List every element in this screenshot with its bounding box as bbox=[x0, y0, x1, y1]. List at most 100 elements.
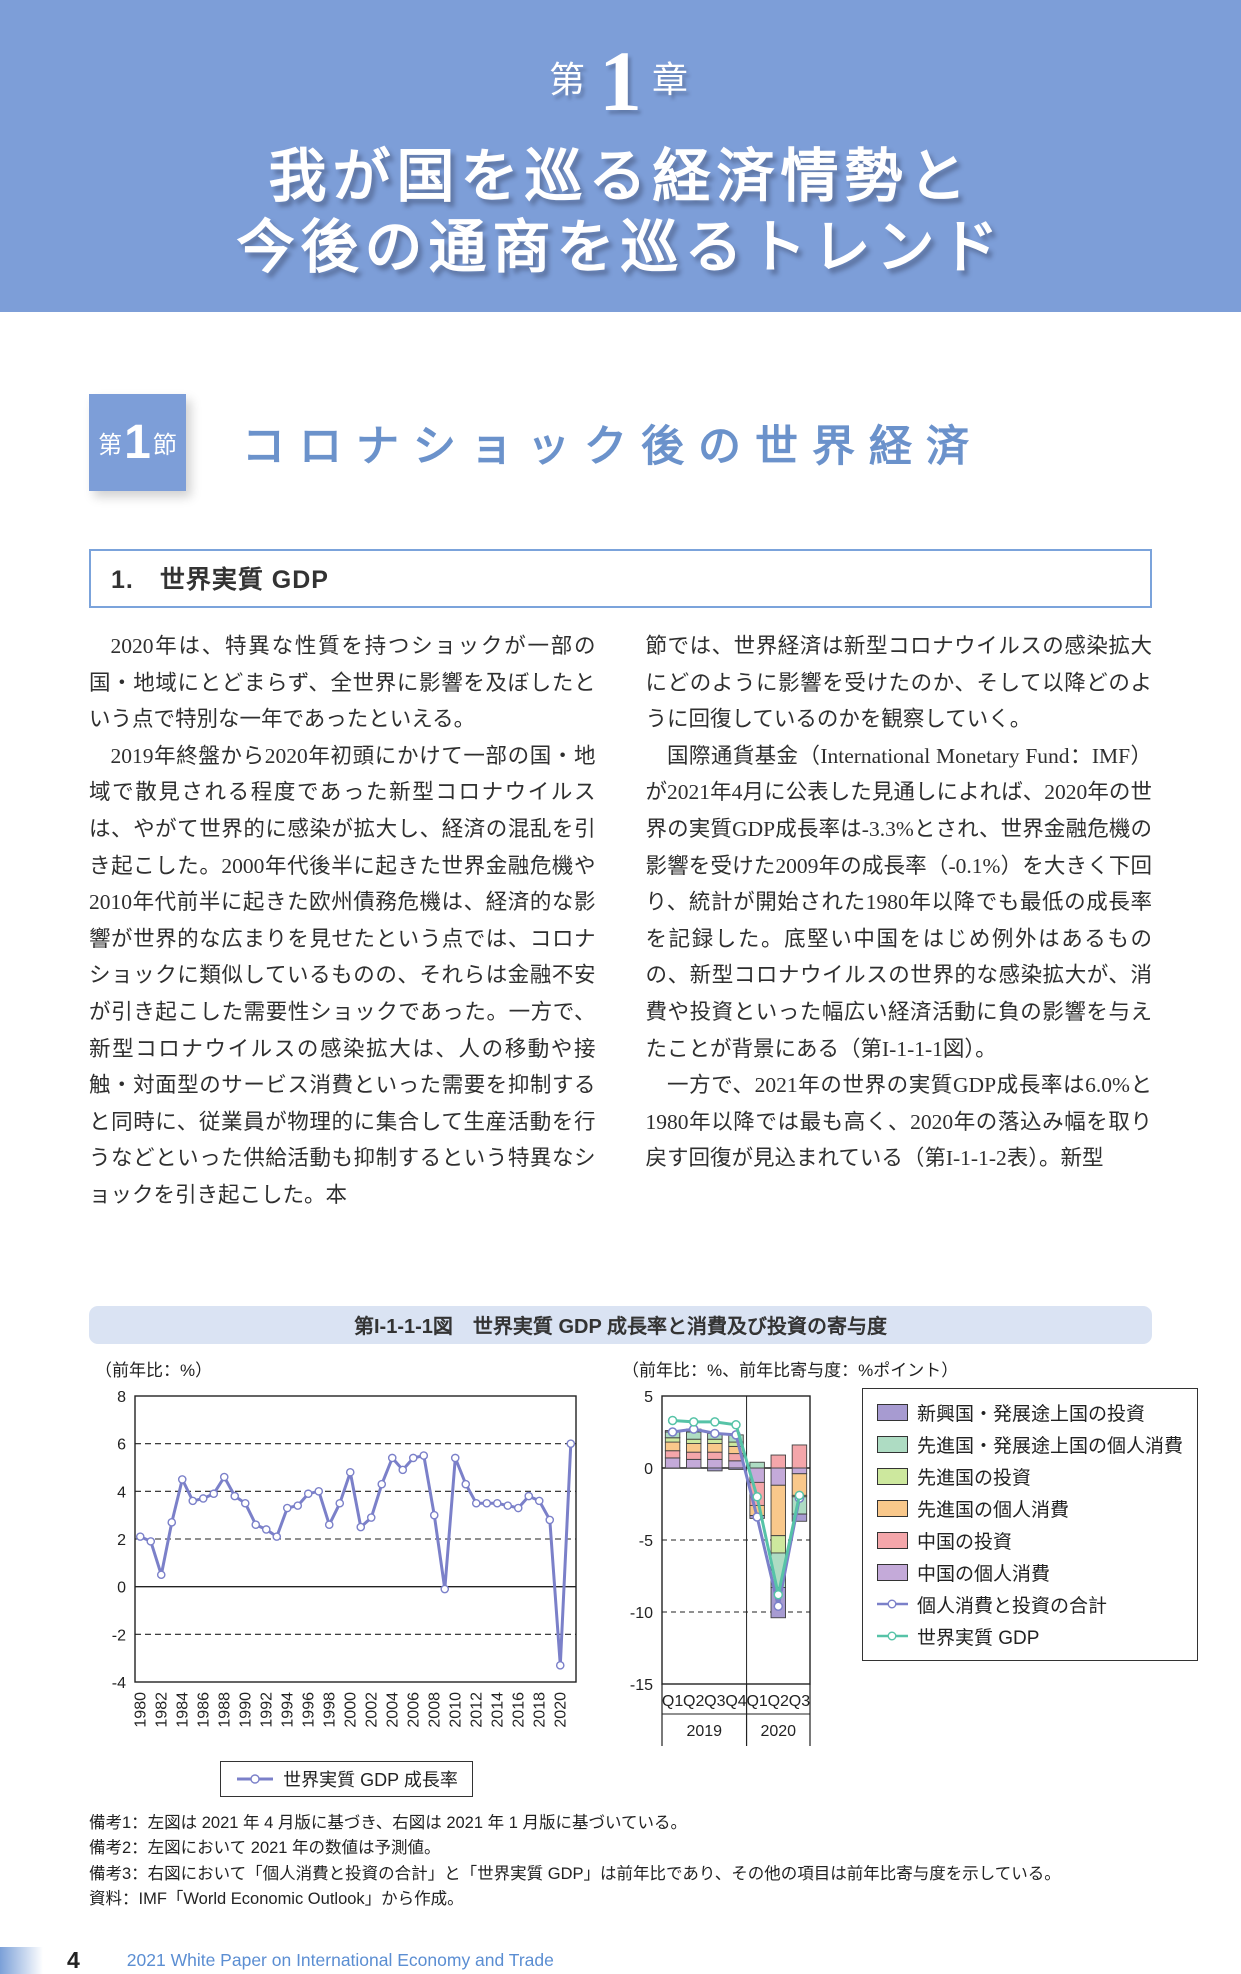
note-line: 資料：IMF「World Economic Outlook」から作成。 bbox=[89, 1890, 464, 1909]
svg-text:1992: 1992 bbox=[258, 1691, 275, 1727]
svg-text:1990: 1990 bbox=[237, 1691, 254, 1727]
line-sample-icon bbox=[877, 1631, 908, 1641]
legend-swatch bbox=[877, 1435, 908, 1453]
section-title: コロナショック後の世界経済 bbox=[242, 423, 983, 471]
svg-text:-4: -4 bbox=[112, 1675, 126, 1692]
svg-text:0: 0 bbox=[117, 1579, 126, 1596]
svg-text:Q3: Q3 bbox=[789, 1693, 810, 1710]
svg-text:Q2: Q2 bbox=[768, 1693, 789, 1710]
svg-text:-15: -15 bbox=[630, 1677, 653, 1694]
section-badge-prefix: 第 bbox=[98, 432, 123, 459]
svg-text:1986: 1986 bbox=[195, 1691, 212, 1727]
paragraph: 国際通貨基金（International Monetary Fund：IMF）が… bbox=[645, 743, 1153, 1061]
section-badge-number: 1 bbox=[124, 416, 151, 469]
paragraph: 2019年終盤から2020年初頭にかけて一部の国・地域で散見される程度であった新… bbox=[89, 743, 596, 1207]
svg-text:2014: 2014 bbox=[489, 1691, 506, 1727]
section-badge-suffix: 節 bbox=[152, 432, 177, 459]
svg-text:2002: 2002 bbox=[363, 1691, 380, 1727]
topic-heading-box: 1. 世界実質 GDP bbox=[89, 549, 1152, 608]
legend-label: 中国の個人消費 bbox=[917, 1563, 1051, 1585]
figure-title: 第I-1-1-1図 世界実質 GDP 成長率と消費及び投資の寄与度 bbox=[354, 1316, 887, 1338]
chapter-prefix: 第 bbox=[548, 60, 589, 100]
legend-label: 先進国・発展途上国の個人消費 bbox=[917, 1435, 1184, 1457]
line-legend-label: 世界実質 GDP 成長率 bbox=[283, 1769, 458, 1790]
svg-text:2018: 2018 bbox=[531, 1691, 548, 1727]
svg-text:1998: 1998 bbox=[321, 1691, 338, 1727]
bar-chart-panel: （前年比：%、前年比寄与度：%ポイント） 5 0 -5 -10 -15 Q1 Q2 Q3 Q4 Q… bbox=[604, 1354, 1199, 1775]
svg-text:8: 8 bbox=[117, 1389, 126, 1406]
svg-text:Q1: Q1 bbox=[746, 1693, 767, 1710]
footer-title: 2021 White Paper on International Econom… bbox=[126, 1949, 554, 1970]
chapter-title-line1: 我が国を巡る経済情勢と bbox=[268, 144, 973, 209]
legend-label: 新興国・発展途上国の投資 bbox=[917, 1403, 1146, 1425]
line-chart-legend-wrap: 世界実質 GDP 成長率 bbox=[89, 1760, 604, 1797]
legend-item: 先進国の投資 bbox=[877, 1463, 1183, 1490]
legend-swatch bbox=[877, 1531, 908, 1549]
svg-text:2: 2 bbox=[117, 1532, 126, 1549]
svg-text:1982: 1982 bbox=[153, 1691, 170, 1727]
legend-swatch bbox=[877, 1499, 908, 1517]
chapter-number: 1 bbox=[599, 33, 642, 129]
legend-item: 先進国の個人消費 bbox=[877, 1495, 1183, 1522]
svg-text:2000: 2000 bbox=[342, 1691, 359, 1727]
svg-text:1994: 1994 bbox=[279, 1691, 296, 1727]
svg-text:2006: 2006 bbox=[405, 1691, 422, 1727]
legend-label: 先進国の個人消費 bbox=[917, 1499, 1070, 1521]
svg-text:1980: 1980 bbox=[132, 1691, 149, 1727]
legend-swatch bbox=[877, 1467, 908, 1485]
line-chart-panel: （前年比：%） 8 6 4 2 0 -2 -4 1980 1982 1984 1986 1988 199… bbox=[89, 1354, 604, 1797]
svg-text:Q4: Q4 bbox=[725, 1693, 746, 1710]
bar-chart-unit-label: （前年比：%、前年比寄与度：%ポイント） bbox=[622, 1360, 959, 1380]
chapter-title: 我が国を巡る経済情勢と 今後の通商を巡るトレンド bbox=[0, 142, 1241, 284]
svg-text:2019: 2019 bbox=[686, 1723, 722, 1740]
line-chart-unit-label: （前年比：%） bbox=[95, 1360, 213, 1380]
legend-item: 中国の投資 bbox=[877, 1527, 1183, 1554]
footer-accent-bar bbox=[0, 1946, 43, 1974]
svg-text:2012: 2012 bbox=[468, 1691, 485, 1727]
svg-text:1996: 1996 bbox=[300, 1691, 317, 1727]
svg-text:Q1: Q1 bbox=[662, 1693, 683, 1710]
svg-text:2008: 2008 bbox=[426, 1691, 443, 1727]
chapter-title-line2: 今後の通商を巡るトレンド bbox=[236, 214, 1005, 280]
line-sample-icon bbox=[237, 1773, 274, 1784]
svg-text:2016: 2016 bbox=[510, 1691, 527, 1727]
body-columns: 2020年は、特異な性質を持つショックが一部の国・地域にとどまらず、全世界に影響… bbox=[89, 628, 1152, 1214]
svg-text:-2: -2 bbox=[112, 1627, 126, 1644]
figure-charts: （前年比：%） 8 6 4 2 0 -2 -4 1980 1982 1984 1986 1988 199… bbox=[89, 1354, 1199, 1797]
legend-item: 世界実質 GDP bbox=[877, 1623, 1183, 1650]
line-sample-icon bbox=[877, 1599, 908, 1609]
svg-text:Q3: Q3 bbox=[704, 1693, 725, 1710]
svg-text:-5: -5 bbox=[639, 1533, 653, 1550]
line-chart-legend: 世界実質 GDP 成長率 bbox=[220, 1760, 473, 1797]
legend-item: 新興国・発展途上国の投資 bbox=[877, 1399, 1183, 1426]
legend-item: 先進国・発展途上国の個人消費 bbox=[877, 1431, 1183, 1458]
svg-text:2004: 2004 bbox=[384, 1691, 401, 1727]
note-line: 備考3：右図において「個人消費と投資の合計」と「世界実質 GDP」は前年比であり… bbox=[89, 1864, 1061, 1883]
figure-notes: 備考1：左図は 2021 年 4 月版に基づき、右図は 2021 年 1 月版に… bbox=[89, 1811, 1152, 1913]
legend-item: 個人消費と投資の合計 bbox=[877, 1591, 1183, 1618]
paragraph: 一方で、2021年の世界の実質GDP成長率は6.0%と1980年以降では最も高く… bbox=[645, 1073, 1153, 1171]
topic-heading: 1. 世界実質 GDP bbox=[111, 566, 329, 594]
note-line: 備考1：左図は 2021 年 4 月版に基づき、右図は 2021 年 1 月版に… bbox=[89, 1813, 687, 1832]
legend-label: 個人消費と投資の合計 bbox=[917, 1595, 1108, 1617]
bar-chart-legend: 新興国・発展途上国の投資先進国・発展途上国の個人消費先進国の投資先進国の個人消費… bbox=[862, 1387, 1199, 1661]
note-line: 備考2：左図において 2021 年の数値は予測値。 bbox=[89, 1839, 441, 1858]
legend-label: 中国の投資 bbox=[917, 1531, 1013, 1553]
svg-text:Q2: Q2 bbox=[683, 1693, 704, 1710]
legend-label: 世界実質 GDP bbox=[917, 1627, 1040, 1649]
chapter-suffix: 章 bbox=[652, 60, 693, 100]
figure-block: 第I-1-1-1図 世界実質 GDP 成長率と消費及び投資の寄与度 （前年比：%… bbox=[89, 1305, 1199, 1913]
svg-text:2010: 2010 bbox=[447, 1691, 464, 1727]
svg-text:0: 0 bbox=[644, 1461, 653, 1478]
paragraph: 節では、世界経済は新型コロナウイルスの感染拡大にどのように影響を受けたのか、そし… bbox=[645, 634, 1153, 732]
column-right: 節では、世界経済は新型コロナウイルスの感染拡大にどのように影響を受けたのか、そし… bbox=[646, 628, 1153, 1214]
svg-text:2020: 2020 bbox=[552, 1691, 569, 1727]
svg-text:4: 4 bbox=[117, 1484, 126, 1501]
